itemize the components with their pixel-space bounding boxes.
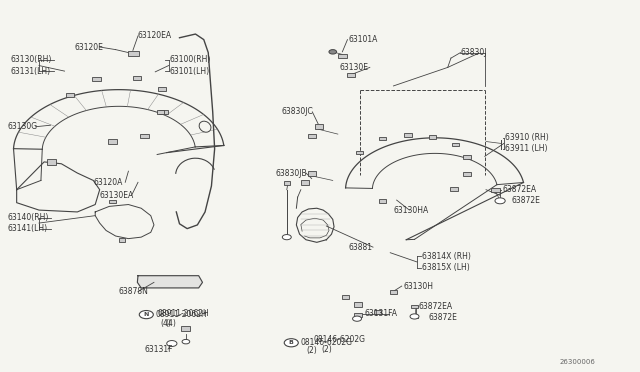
Circle shape: [284, 339, 298, 347]
Bar: [346, 73, 355, 77]
Circle shape: [410, 314, 419, 319]
Text: 26300006: 26300006: [559, 359, 595, 365]
Bar: [411, 305, 418, 308]
Ellipse shape: [199, 121, 211, 132]
Text: 63814X (RH): 63814X (RH): [422, 252, 471, 261]
Text: 63130HA: 63130HA: [394, 206, 429, 215]
Bar: [315, 124, 323, 129]
Circle shape: [167, 340, 177, 346]
Bar: [338, 54, 346, 58]
Circle shape: [182, 339, 189, 344]
Bar: [451, 187, 458, 191]
Text: 63120E: 63120E: [74, 42, 103, 51]
Text: 63872EA: 63872EA: [419, 302, 453, 311]
Text: (4): (4): [166, 319, 177, 328]
Text: 63130H: 63130H: [403, 282, 433, 291]
Bar: [284, 181, 290, 185]
Text: 63830JC: 63830JC: [282, 108, 314, 116]
Text: 08146-6202G: 08146-6202G: [314, 335, 365, 344]
Circle shape: [282, 235, 291, 240]
Text: 63101A: 63101A: [349, 35, 378, 44]
Bar: [463, 155, 470, 159]
Bar: [132, 76, 141, 80]
Bar: [47, 159, 56, 164]
Text: 63878N: 63878N: [119, 287, 148, 296]
Bar: [429, 135, 436, 139]
Text: 63120EA: 63120EA: [138, 31, 172, 41]
Bar: [355, 313, 362, 317]
Bar: [379, 137, 387, 140]
Bar: [492, 187, 500, 192]
Text: 63910 (RH): 63910 (RH): [505, 133, 549, 142]
Bar: [342, 295, 349, 299]
Bar: [140, 134, 148, 138]
Text: 63872E: 63872E: [511, 196, 540, 205]
Bar: [452, 142, 460, 146]
Bar: [158, 87, 166, 91]
Text: 08911-2062H: 08911-2062H: [157, 310, 209, 318]
Bar: [108, 140, 116, 144]
Text: 63911 (LH): 63911 (LH): [505, 144, 548, 153]
Text: B: B: [289, 340, 294, 345]
Text: 63131FA: 63131FA: [365, 310, 397, 318]
Text: 63881: 63881: [349, 243, 372, 251]
Text: 63100(RH): 63100(RH): [170, 55, 211, 64]
Bar: [92, 77, 100, 81]
Bar: [374, 310, 381, 314]
Bar: [301, 180, 308, 185]
Circle shape: [353, 316, 362, 321]
Circle shape: [329, 49, 337, 54]
Text: 63141(LH): 63141(LH): [7, 224, 47, 233]
Text: (2): (2): [306, 346, 317, 355]
Text: 63830J: 63830J: [461, 48, 487, 57]
Circle shape: [495, 198, 505, 204]
Text: 63120A: 63120A: [93, 178, 123, 187]
Text: 63130E: 63130E: [339, 63, 368, 72]
Bar: [463, 172, 470, 176]
Text: N: N: [143, 312, 149, 317]
Bar: [159, 110, 168, 114]
Text: 63130G: 63130G: [7, 122, 37, 131]
Text: 63872EA: 63872EA: [502, 185, 536, 194]
Bar: [65, 93, 74, 97]
Bar: [390, 289, 397, 294]
Bar: [404, 133, 412, 137]
Bar: [119, 238, 125, 241]
Bar: [129, 51, 139, 56]
Bar: [157, 110, 164, 114]
Text: 63131F: 63131F: [145, 344, 173, 353]
Text: (2): (2): [321, 344, 332, 353]
Circle shape: [140, 311, 154, 319]
Text: 63830JB: 63830JB: [275, 169, 307, 177]
Text: 63101(LH): 63101(LH): [170, 67, 210, 76]
Text: 63130(RH): 63130(RH): [10, 55, 52, 64]
Bar: [109, 200, 116, 203]
Bar: [308, 171, 317, 176]
Bar: [356, 151, 364, 154]
Bar: [355, 302, 362, 307]
Text: 63140(RH): 63140(RH): [7, 213, 49, 222]
Text: 08911-2062H: 08911-2062H: [156, 310, 207, 319]
Text: 63130EA: 63130EA: [100, 191, 134, 200]
Text: 63872E: 63872E: [429, 313, 458, 322]
Polygon shape: [138, 276, 202, 288]
Text: 63815X (LH): 63815X (LH): [422, 263, 470, 272]
Text: (4): (4): [161, 319, 172, 328]
Bar: [181, 326, 190, 331]
Bar: [308, 134, 316, 138]
Bar: [379, 199, 387, 203]
Text: 08146-6202G: 08146-6202G: [301, 338, 353, 347]
Text: 63131(LH): 63131(LH): [10, 67, 51, 76]
